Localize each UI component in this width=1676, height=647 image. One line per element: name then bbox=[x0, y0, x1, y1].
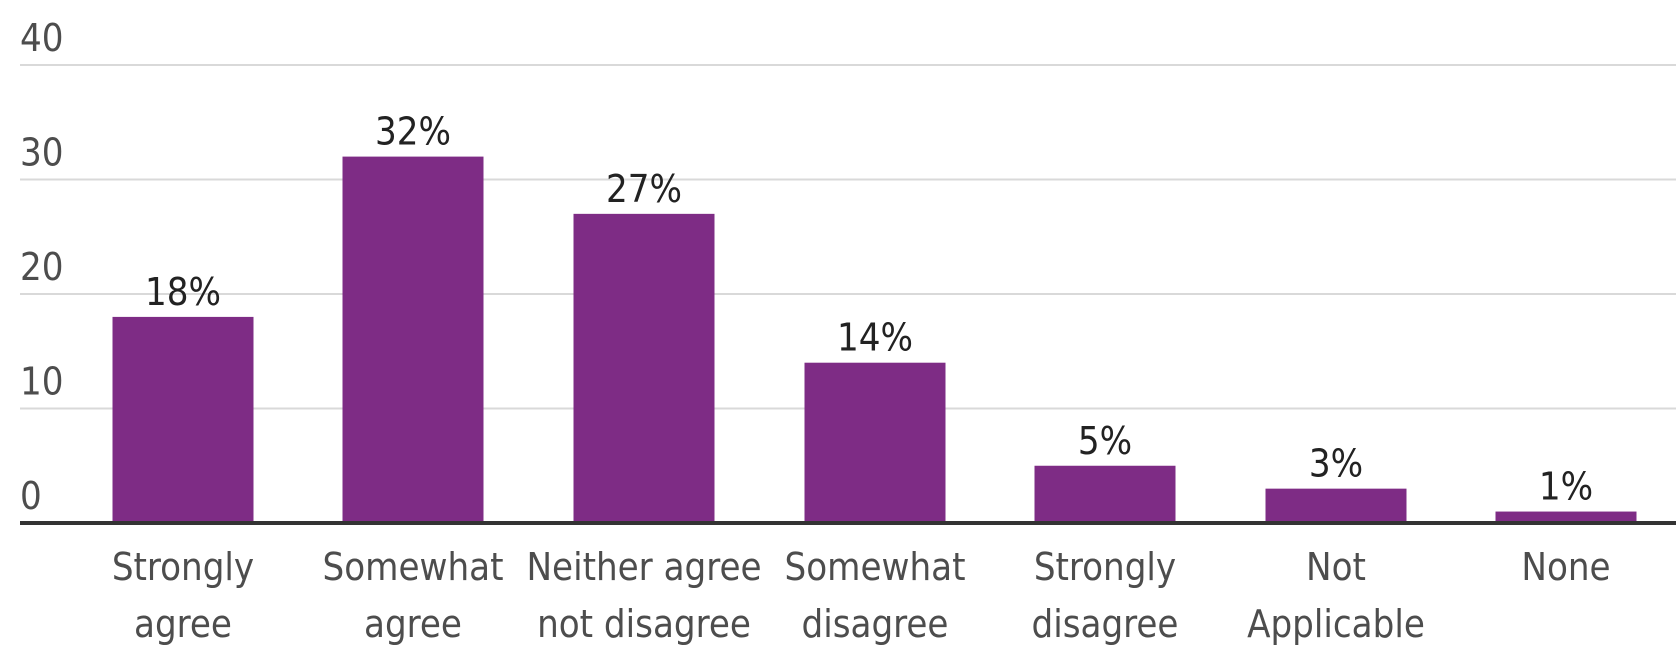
x-tick-label-4: Strongly disagree bbox=[1032, 545, 1179, 646]
x-tick-label-line: None bbox=[1521, 545, 1610, 589]
x-tick-label-line: Applicable bbox=[1247, 602, 1425, 646]
bar-0 bbox=[112, 316, 254, 523]
y-tick-label-30: 30 bbox=[20, 131, 64, 175]
x-tick-label-line: not disagree bbox=[537, 602, 751, 646]
x-tick-label-5: Not Applicable bbox=[1247, 545, 1425, 646]
x-tick-label-line: Strongly bbox=[1034, 545, 1176, 589]
x-tick-label-1: Somewhat agree bbox=[323, 545, 504, 646]
bar-value-label-2: 27% bbox=[606, 167, 682, 211]
bars bbox=[112, 156, 1637, 523]
bar-6 bbox=[1495, 511, 1637, 523]
bar-4 bbox=[1034, 465, 1176, 523]
x-tick-label-0: Strongly agree bbox=[112, 545, 254, 646]
bar-value-label-3: 14% bbox=[837, 316, 913, 360]
x-tick-label-line: Somewhat bbox=[323, 545, 504, 589]
x-tick-label-line: disagree bbox=[1032, 602, 1179, 646]
bar-value-label-1: 32% bbox=[375, 110, 451, 154]
x-tick-label-line: Somewhat bbox=[785, 545, 966, 589]
x-tick-label-line: agree bbox=[364, 602, 462, 646]
y-tick-label-40: 40 bbox=[20, 16, 64, 60]
bar-value-label-6: 1% bbox=[1539, 465, 1593, 509]
x-tick-label-6: None bbox=[1521, 545, 1610, 589]
bar-2 bbox=[573, 213, 715, 523]
bar-value-label-5: 3% bbox=[1309, 442, 1363, 486]
bar-1 bbox=[342, 156, 484, 523]
bar-3 bbox=[804, 362, 946, 523]
x-tick-label-line: Not bbox=[1306, 545, 1366, 589]
x-tick-label-3: Somewhat disagree bbox=[785, 545, 966, 646]
bar-5 bbox=[1265, 488, 1407, 523]
x-tick-label-line: agree bbox=[134, 602, 232, 646]
x-tick-label-line: Strongly bbox=[112, 545, 254, 589]
bar-value-labels: 18% 32% 27% 14% 5% 3% 1% bbox=[145, 110, 1593, 509]
bar-value-label-4: 5% bbox=[1078, 419, 1132, 463]
y-tick-label-0: 0 bbox=[20, 474, 42, 518]
bar-value-label-0: 18% bbox=[145, 270, 221, 314]
x-tick-label-line: Neither agree bbox=[526, 545, 761, 589]
y-tick-label-20: 20 bbox=[20, 245, 64, 289]
x-tick-label-line: disagree bbox=[802, 602, 949, 646]
x-tick-label-2: Neither agree not disagree bbox=[526, 545, 761, 646]
y-tick-label-10: 10 bbox=[20, 360, 64, 404]
x-axis-tick-labels: Strongly agree Somewhat agree Neither agree n… bbox=[112, 545, 1611, 646]
y-axis-tick-labels: 0 10 20 30 40 bbox=[20, 16, 64, 518]
